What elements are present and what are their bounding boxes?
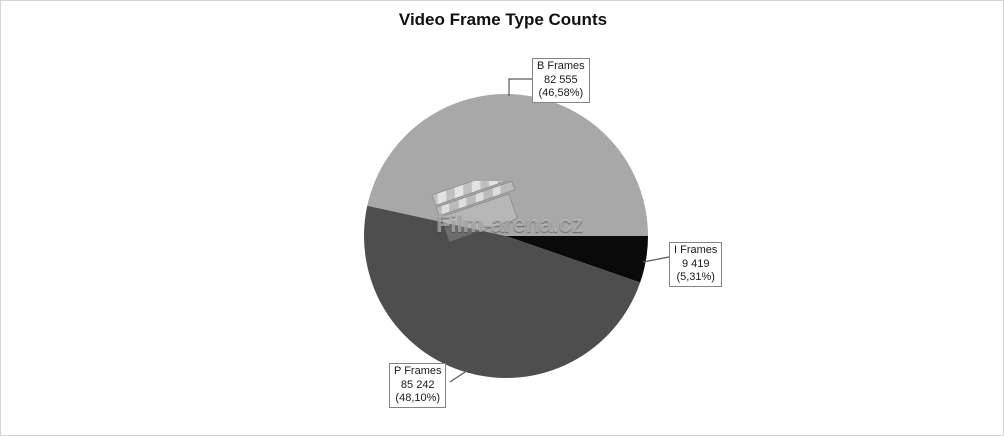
pie-slice-b-frames xyxy=(367,94,648,237)
callout-b-frames: B Frames 82 555 (46,58%) xyxy=(532,58,590,103)
slice-label: P Frames xyxy=(394,365,442,377)
slice-label: I Frames xyxy=(674,244,718,256)
pie-slice-i-frames xyxy=(506,236,648,283)
slice-percent: (46,58%) xyxy=(538,87,584,99)
connector-p-frames xyxy=(449,369,469,383)
callout-connectors xyxy=(449,78,670,383)
connector-i-frames xyxy=(642,256,670,263)
slice-count: 9 419 xyxy=(681,257,710,270)
pie-slices xyxy=(364,94,648,378)
callout-p-frames: P Frames 85 242 (48,10%) xyxy=(389,363,447,408)
chart-title: Video Frame Type Counts xyxy=(398,10,608,29)
slice-label: B Frames xyxy=(537,60,585,72)
slice-count: 82 555 xyxy=(544,73,578,86)
slice-percent: (5,31%) xyxy=(676,271,715,283)
slice-percent: (48,10%) xyxy=(395,392,441,404)
callout-i-frames: I Frames 9 419 (5,31%) xyxy=(669,242,723,287)
connector-b-frames xyxy=(508,78,532,96)
slice-count: 85 242 xyxy=(400,378,435,391)
pie-slice-p-frames xyxy=(364,205,641,378)
